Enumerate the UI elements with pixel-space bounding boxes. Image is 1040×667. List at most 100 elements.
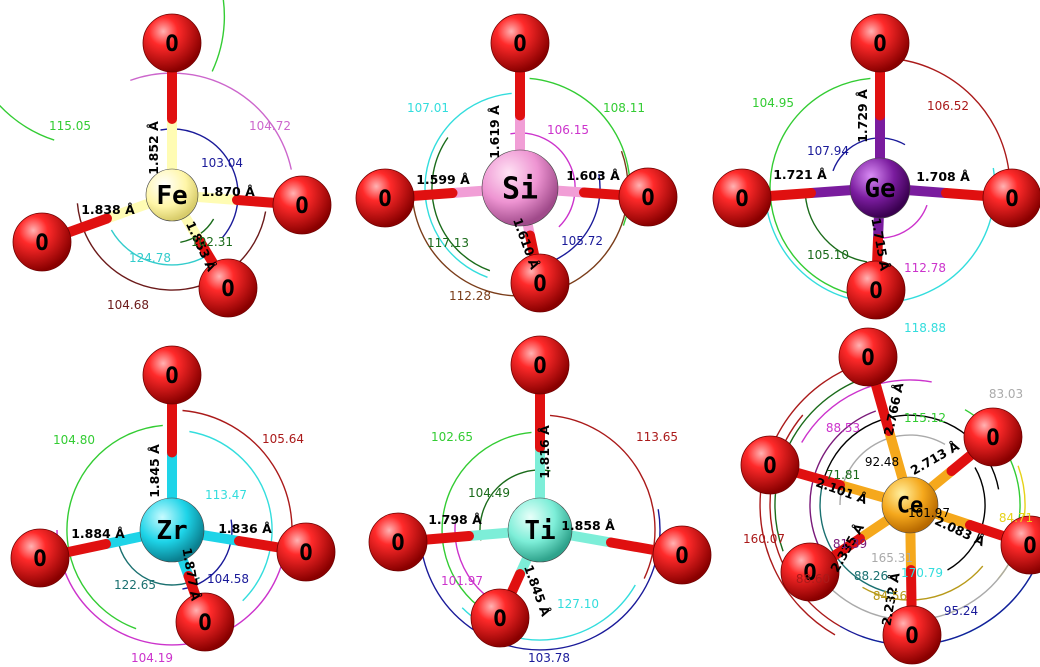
angle-label: 104.95: [752, 96, 794, 110]
oxygen-label: O: [221, 277, 234, 302]
oxygen-atom: O: [1000, 515, 1040, 575]
bond-length-label: 1.708 Å: [916, 169, 970, 184]
angle-label: 113.65: [636, 430, 678, 444]
angle-label: 103.78: [528, 651, 570, 665]
angle-arc: [879, 204, 928, 239]
angle-label: 170.79: [901, 566, 943, 580]
angle-label: 104.49: [468, 486, 510, 500]
oxygen-sphere: [12, 212, 72, 272]
angle-label: 127.10: [557, 597, 599, 611]
oxygen-label: O: [533, 272, 546, 297]
angle-label: 71.81: [826, 468, 860, 482]
angle-arc: [804, 194, 868, 263]
oxygen-label: O: [763, 454, 776, 479]
oxygen-atom: O: [10, 528, 70, 588]
oxygen-sphere: [982, 168, 1040, 228]
oxygen-atom: O: [982, 168, 1040, 228]
oxygen-atom: O: [355, 168, 415, 228]
angle-label: 113.47: [205, 488, 247, 502]
oxygen-label: O: [735, 187, 748, 212]
bond-length-label: 1.852 Å: [146, 121, 161, 175]
oxygen-sphere: [276, 522, 336, 582]
oxygen-atom: O: [276, 522, 336, 582]
metal-label: Ti: [524, 516, 555, 546]
angle-label: 101.97: [441, 574, 483, 588]
bond-length-label: 1.884 Å: [71, 526, 125, 541]
oxygen-atom: O: [652, 525, 712, 585]
angle-labels: 104.80 105.64 113.47 122.65 104.58 104.19: [53, 432, 304, 665]
angle-label: 104.58: [207, 572, 249, 586]
angle-arcs: [764, 57, 1011, 304]
oxygen-sphere: [712, 168, 772, 228]
angle-label: 106.52: [927, 99, 969, 113]
oxygen-atom: O: [272, 175, 332, 235]
oxygen-atom: O: [175, 592, 235, 652]
angle-label: 84.56: [873, 589, 907, 603]
bond-length-label: 1.721 Å: [773, 167, 827, 182]
oxygen-sphere: [272, 175, 332, 235]
angle-label: 105.72: [561, 234, 603, 248]
bond-length-label: 1.838 Å: [81, 202, 135, 217]
bond-length-label: 1.858 Å: [561, 518, 615, 533]
oxygen-label: O: [533, 354, 546, 379]
oxygen-sphere: [780, 542, 840, 602]
angle-arc: [809, 410, 877, 556]
oxygen-label: O: [391, 531, 404, 556]
angle-label: 105.10: [807, 248, 849, 262]
metal-label: Fe: [156, 181, 187, 211]
oxygen-atom: O: [490, 13, 550, 73]
angle-label: 104.80: [53, 433, 95, 447]
angle-label: 105.64: [262, 432, 304, 446]
angle-label: 88.26: [854, 569, 888, 583]
oxygen-atom: O: [780, 542, 840, 602]
oxygen-label: O: [905, 624, 918, 649]
angle-label: 112.78: [904, 261, 946, 275]
angle-label: 102.31: [191, 235, 233, 249]
metal-label: Zr: [156, 516, 187, 546]
bond-length-label: 1.619 Å: [487, 105, 502, 159]
metal-atom: Fe: [145, 168, 199, 222]
angle-arc: [862, 565, 984, 601]
angle-arc: [801, 379, 932, 443]
oxygen-label: O: [803, 561, 816, 586]
angle-label: 88.53: [826, 421, 860, 435]
angle-arc: [424, 92, 512, 278]
angle-label: 160.07: [743, 532, 785, 546]
metal-sphere: [139, 497, 205, 563]
oxygen-sphere: [510, 335, 570, 395]
oxygen-atom: O: [846, 260, 906, 320]
angle-label: 104.68: [107, 298, 149, 312]
oxygen-sphere: [618, 167, 678, 227]
oxygen-atom: O: [882, 605, 942, 665]
oxygen-sphere: [963, 407, 1023, 467]
metal-atom: Ge: [849, 157, 911, 219]
angle-labels: 104.95 106.52 107.94 105.10 112.78 118.88: [752, 96, 969, 335]
oxygen-sphere: [470, 588, 530, 648]
angle-arc: [66, 424, 163, 630]
bond-length-label: 1.610 Å: [510, 216, 543, 272]
oxygen-sphere: [142, 13, 202, 73]
metal-atom: Si: [481, 149, 559, 227]
bond-length-label: 1.816 Å: [537, 425, 552, 479]
oxygen-label: O: [299, 541, 312, 566]
bond-length-label: 1.603 Å: [566, 168, 620, 183]
angle-arc: [510, 132, 576, 228]
bond-length-label: 1.729 Å: [855, 89, 870, 143]
angle-labels: 107.01 108.11 106.15 117.13 105.72 112.28: [407, 101, 645, 303]
metal-atom: Zr: [139, 497, 205, 563]
angle-label: 115.05: [49, 119, 91, 133]
angle-label: 108.11: [603, 101, 645, 115]
oxygen-label: O: [869, 279, 882, 304]
oxygen-sphere: [142, 345, 202, 405]
metal-sphere: [145, 168, 199, 222]
angle-label: 101.97: [908, 506, 950, 520]
angle-label: 104.72: [249, 119, 291, 133]
angle-label: 95.24: [944, 604, 978, 618]
oxygen-atom: O: [618, 167, 678, 227]
oxygen-sphere: [368, 512, 428, 572]
oxygen-label: O: [675, 544, 688, 569]
